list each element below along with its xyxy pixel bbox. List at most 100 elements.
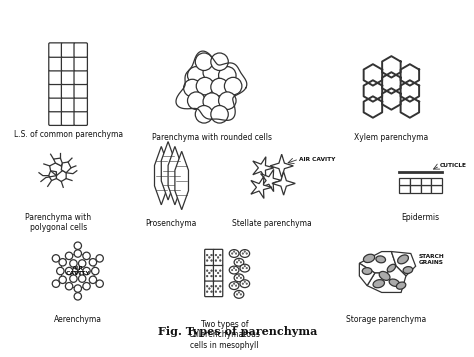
FancyBboxPatch shape [49,56,62,71]
Circle shape [89,258,97,266]
Circle shape [233,283,235,285]
Text: CUTICLE: CUTICLE [440,164,467,169]
Circle shape [215,260,217,261]
Text: AIR
CAVITY: AIR CAVITY [65,266,90,276]
FancyBboxPatch shape [205,249,214,266]
Circle shape [240,277,242,278]
Ellipse shape [396,282,406,289]
Polygon shape [364,96,382,118]
Polygon shape [161,142,175,200]
Circle shape [79,275,86,282]
Circle shape [188,67,205,84]
Circle shape [195,106,213,123]
Circle shape [74,242,82,250]
FancyBboxPatch shape [74,111,87,125]
Circle shape [56,267,64,275]
Circle shape [74,285,82,292]
Polygon shape [272,172,295,195]
Polygon shape [367,266,406,292]
Bar [399,185,410,193]
FancyBboxPatch shape [74,97,87,112]
Ellipse shape [362,268,372,275]
Polygon shape [50,163,62,176]
Circle shape [236,277,238,278]
Circle shape [215,285,217,287]
Circle shape [242,283,244,285]
FancyBboxPatch shape [49,111,62,125]
Circle shape [65,252,73,260]
Circle shape [52,280,60,287]
Polygon shape [56,170,66,181]
Circle shape [196,77,214,95]
Text: Parenchyma with
polygonal cells: Parenchyma with polygonal cells [25,213,91,232]
Circle shape [210,254,212,256]
Circle shape [74,250,82,257]
Circle shape [238,292,240,293]
Circle shape [242,253,244,254]
Circle shape [195,53,213,70]
Polygon shape [49,171,56,181]
Ellipse shape [234,274,244,282]
Ellipse shape [379,271,390,280]
Circle shape [246,283,247,285]
Circle shape [59,276,66,283]
FancyBboxPatch shape [205,281,214,297]
Polygon shape [155,146,168,205]
Text: Storage parenchyma: Storage parenchyma [346,315,427,324]
Circle shape [65,267,73,275]
Circle shape [219,92,236,110]
Circle shape [209,288,210,290]
Circle shape [96,280,103,287]
Polygon shape [359,263,375,286]
Circle shape [211,78,228,96]
Circle shape [240,293,242,295]
Circle shape [244,265,246,267]
Circle shape [217,272,219,274]
Circle shape [246,267,247,269]
Circle shape [206,275,208,277]
Circle shape [215,254,217,256]
FancyBboxPatch shape [62,84,75,98]
Circle shape [203,64,220,81]
Circle shape [183,79,201,97]
Circle shape [246,253,247,254]
Ellipse shape [403,267,413,273]
Circle shape [217,257,219,258]
Circle shape [215,275,217,277]
Circle shape [70,275,77,282]
Polygon shape [61,162,71,173]
Circle shape [235,253,237,254]
Circle shape [233,267,235,269]
Ellipse shape [373,280,384,288]
Text: STARCH
GRAINS: STARCH GRAINS [419,254,444,265]
Polygon shape [401,96,419,118]
Circle shape [217,288,219,290]
FancyBboxPatch shape [62,97,75,112]
Circle shape [206,260,208,261]
Circle shape [74,293,82,300]
Text: Aerenchyma: Aerenchyma [54,315,102,324]
FancyBboxPatch shape [74,43,87,57]
Polygon shape [175,151,189,210]
Circle shape [231,269,233,271]
FancyBboxPatch shape [49,84,62,98]
Circle shape [231,285,233,286]
FancyBboxPatch shape [74,70,87,85]
FancyBboxPatch shape [213,281,223,297]
Polygon shape [382,56,401,77]
Circle shape [219,67,236,84]
Text: Prosenchyma: Prosenchyma [146,220,197,228]
Circle shape [210,260,212,261]
Polygon shape [382,72,401,94]
Polygon shape [168,146,182,205]
FancyBboxPatch shape [62,43,75,57]
Bar [410,185,420,193]
Polygon shape [364,80,382,102]
Circle shape [83,267,90,275]
Circle shape [219,275,221,277]
Ellipse shape [234,258,244,266]
Circle shape [238,275,240,277]
Circle shape [210,285,212,287]
Circle shape [203,93,220,110]
Ellipse shape [229,250,239,257]
